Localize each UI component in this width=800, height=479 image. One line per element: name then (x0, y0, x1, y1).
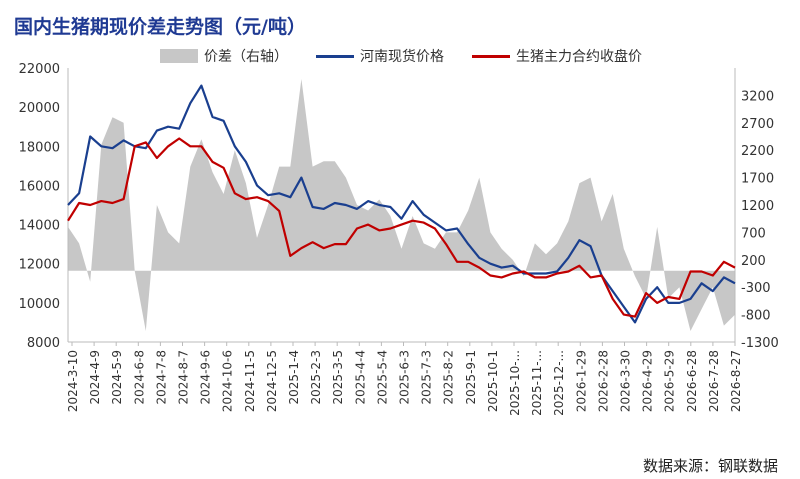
spread-area-layer (68, 79, 735, 331)
series-line-spot (67, 84, 736, 324)
x-tick-label: 2025-9-1 (464, 350, 478, 404)
x-tick-label: 2024-9-6 (199, 350, 213, 404)
x-tick-label: 2026-7-28 (707, 350, 721, 412)
x-tick-label: 2025-7-3 (420, 350, 434, 404)
right-tick-label: 1700 (741, 172, 774, 187)
right-tick-label: -800 (741, 309, 771, 324)
x-tick-label: 2025-1-4 (287, 350, 301, 404)
legend: 价差（右轴） 河南现货价格 生猪主力合约收盘价 (160, 44, 642, 68)
series-line-futures (67, 137, 736, 318)
tick-labels: 8000 10000 12000 14000 16000 18000 20000 22000 -… (19, 62, 779, 416)
legend-label-spread: 价差（右轴） (204, 49, 288, 65)
x-tick-label: 2025-4-4 (353, 350, 367, 404)
chart-title: 国内生猪期现价差走势图（元/吨） (14, 16, 306, 38)
left-tick-label: 18000 (19, 140, 60, 155)
x-tick-label: 2025-11-... (530, 350, 544, 416)
x-tick-label: 2025-2-3 (309, 350, 323, 404)
x-tick-label: 2025-3-5 (331, 350, 345, 404)
spread-area (68, 79, 735, 331)
legend-label-spot: 河南现货价格 (360, 49, 444, 65)
x-tick-label: 2025-10-1 (486, 350, 500, 412)
right-tick-label: 2700 (741, 117, 774, 132)
x-tick-label: 2024-11-5 (243, 350, 257, 412)
right-tick-label: 3200 (741, 89, 774, 104)
left-tick-label: 16000 (19, 179, 60, 194)
legend-item-futures: 生猪主力合约收盘价 (472, 46, 642, 66)
legend-swatch-spread (160, 49, 198, 63)
x-tick-label: 2024-10-6 (221, 350, 235, 412)
right-tick-label: 1200 (741, 199, 774, 214)
price-lines (67, 84, 736, 324)
right-tick-label: -1300 (741, 336, 779, 351)
x-tick-label: 2025-6-3 (398, 350, 412, 404)
x-tick-label: 2024-8-7 (177, 350, 191, 404)
x-tick-label: 2026-3-30 (619, 350, 633, 412)
legend-item-spread: 价差（右轴） (160, 46, 288, 66)
x-tick-label: 2026-4-29 (641, 350, 655, 412)
x-tick-label: 2025-5-4 (375, 350, 389, 404)
x-tick-label: 2026-5-29 (663, 350, 677, 412)
left-tick-label: 8000 (27, 336, 60, 351)
x-tick-label: 2024-4-9 (88, 350, 102, 404)
x-tick-label: 2024-7-8 (154, 350, 168, 404)
right-tick-label: 2200 (741, 144, 774, 159)
x-tick-label: 2026-2-28 (596, 350, 610, 412)
left-tick-label: 22000 (19, 62, 60, 77)
axes (67, 68, 736, 346)
legend-swatch-spot (316, 54, 354, 58)
left-tick-label: 10000 (19, 297, 60, 312)
x-tick-label: 2024-5-9 (110, 350, 124, 404)
x-tick-label: 2026-6-28 (685, 350, 699, 412)
left-tick-label: 12000 (19, 258, 60, 273)
x-tick-label: 2024-6-8 (132, 350, 146, 404)
data-source: 数据来源：钢联数据 (642, 457, 778, 475)
left-tick-label: 14000 (19, 219, 60, 234)
x-tick-label: 2025-10-... (508, 350, 522, 416)
right-tick-label: -300 (741, 281, 771, 296)
x-tick-label: 2026-1-29 (574, 350, 588, 412)
left-tick-label: 20000 (19, 101, 60, 116)
right-tick-label: 200 (741, 254, 766, 269)
x-tick-label: 2024-3-10 (66, 350, 80, 412)
x-tick-label: 2024-12-5 (265, 350, 279, 412)
legend-label-futures: 生猪主力合约收盘价 (516, 49, 642, 65)
x-tick-label: 2025-8-2 (442, 350, 456, 404)
right-tick-label: 700 (741, 226, 766, 241)
x-tick-label: 2026-8-27 (729, 350, 743, 412)
x-tick-label: 2025-12-... (552, 350, 566, 416)
legend-swatch-futures (472, 54, 510, 58)
legend-item-spot: 河南现货价格 (316, 46, 444, 66)
